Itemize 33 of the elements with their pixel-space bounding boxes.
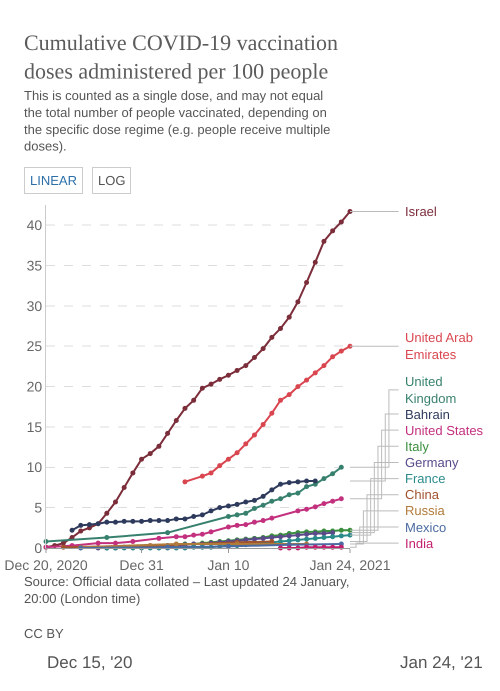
chart-subtitle: This is counted as a single dose, and may not equal the total number of people vaccinated, depending on the specific dose regime (e.g. people receive multiple doses). xyxy=(24,88,330,154)
text: LINEAR xyxy=(30,173,77,188)
chart-title: Cumulative COVID-19 vaccination doses administered per 100 people xyxy=(24,30,338,84)
x-tick-label: Dec 20, 2020 xyxy=(4,556,88,573)
x-tick-label: Jan 10 xyxy=(207,556,250,573)
text: United Kingdom xyxy=(405,374,456,406)
text: CC BY xyxy=(24,626,64,641)
text: India xyxy=(405,536,434,551)
text: Israel xyxy=(405,204,437,219)
text: Jan 24, '21 xyxy=(400,653,483,672)
x-tick-label: Dec 31 xyxy=(119,556,164,573)
text: Germany xyxy=(405,455,459,470)
y-tick-label: 30 xyxy=(26,298,42,314)
y-tick-label: 10 xyxy=(26,459,42,476)
y-tick-label: 15 xyxy=(26,418,42,435)
text: Italy xyxy=(405,439,430,454)
text: Russia xyxy=(405,503,446,518)
text: Bahrain xyxy=(405,407,450,422)
y-tick-label: 35 xyxy=(26,257,42,274)
y-tick-label: 5 xyxy=(34,500,42,516)
y-tick-label: 40 xyxy=(26,217,42,234)
text: LOG xyxy=(98,173,126,188)
text: France xyxy=(405,471,446,486)
x-tick-label: Jan 24, 2021 xyxy=(310,556,391,573)
text: United Arab Emirates xyxy=(405,330,473,362)
text: Dec 15, '20 xyxy=(47,653,132,672)
text: United States xyxy=(405,423,484,438)
source-note: Source: Official data collated – Last updated 24 January, 20:00 (London time) xyxy=(24,574,350,606)
text: China xyxy=(405,487,440,502)
y-tick-label: 20 xyxy=(26,378,42,394)
y-tick-label: 25 xyxy=(26,338,42,354)
text: Mexico xyxy=(405,520,446,535)
y-tick-label: 0 xyxy=(34,540,42,556)
